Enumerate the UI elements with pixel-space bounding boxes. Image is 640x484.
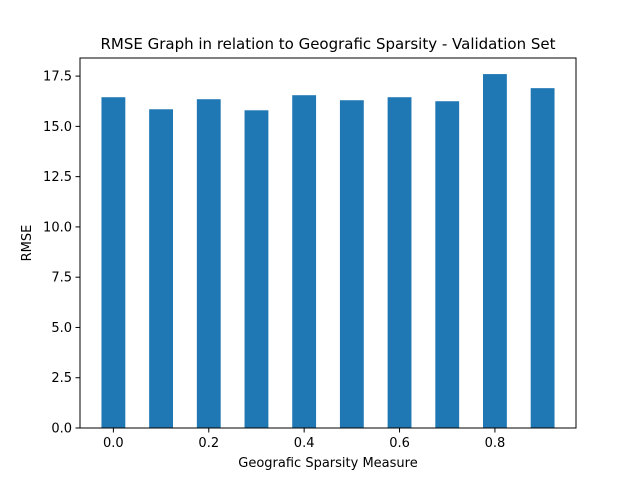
x-axis-ticks: 0.0 0.2 0.4 0.6 0.8 xyxy=(103,428,505,451)
bar-9 xyxy=(530,88,555,429)
x-axis-label: Geografic Sparsity Measure xyxy=(238,456,417,471)
bar-5 xyxy=(339,100,364,428)
y-tick-label: 10.0 xyxy=(43,220,72,235)
bar-8 xyxy=(483,74,507,428)
y-tick-label: 15.0 xyxy=(43,120,72,135)
x-tick-label: 0.4 xyxy=(294,436,315,451)
chart-title: RMSE Graph in relation to Geografic Spar… xyxy=(100,35,555,53)
x-tick-label: 0.8 xyxy=(485,436,506,451)
x-tick-label: 0.6 xyxy=(389,436,410,451)
y-tick-label: 7.5 xyxy=(51,271,72,286)
y-axis-ticks: 0.0 2.5 5.0 7.5 10.0 12.5 15.0 17.5 xyxy=(43,70,80,437)
x-tick-label: 0.0 xyxy=(103,436,124,451)
plot-frame xyxy=(79,57,577,429)
bar-1 xyxy=(149,109,173,429)
y-axis-label: RMSE xyxy=(20,225,35,262)
bar-3 xyxy=(244,110,269,429)
y-tick-label: 2.5 xyxy=(51,371,72,386)
bars-layer xyxy=(101,74,555,429)
y-tick-label: 0.0 xyxy=(51,422,72,437)
y-tick-label: 12.5 xyxy=(43,170,72,185)
bar-4 xyxy=(292,95,317,429)
x-tick-label: 0.2 xyxy=(198,436,219,451)
bar-7 xyxy=(435,101,460,428)
bar-0 xyxy=(101,97,126,428)
y-tick-label: 17.5 xyxy=(43,70,72,85)
bar-2 xyxy=(196,99,221,428)
bar-6 xyxy=(387,97,412,428)
y-tick-label: 5.0 xyxy=(51,321,72,336)
